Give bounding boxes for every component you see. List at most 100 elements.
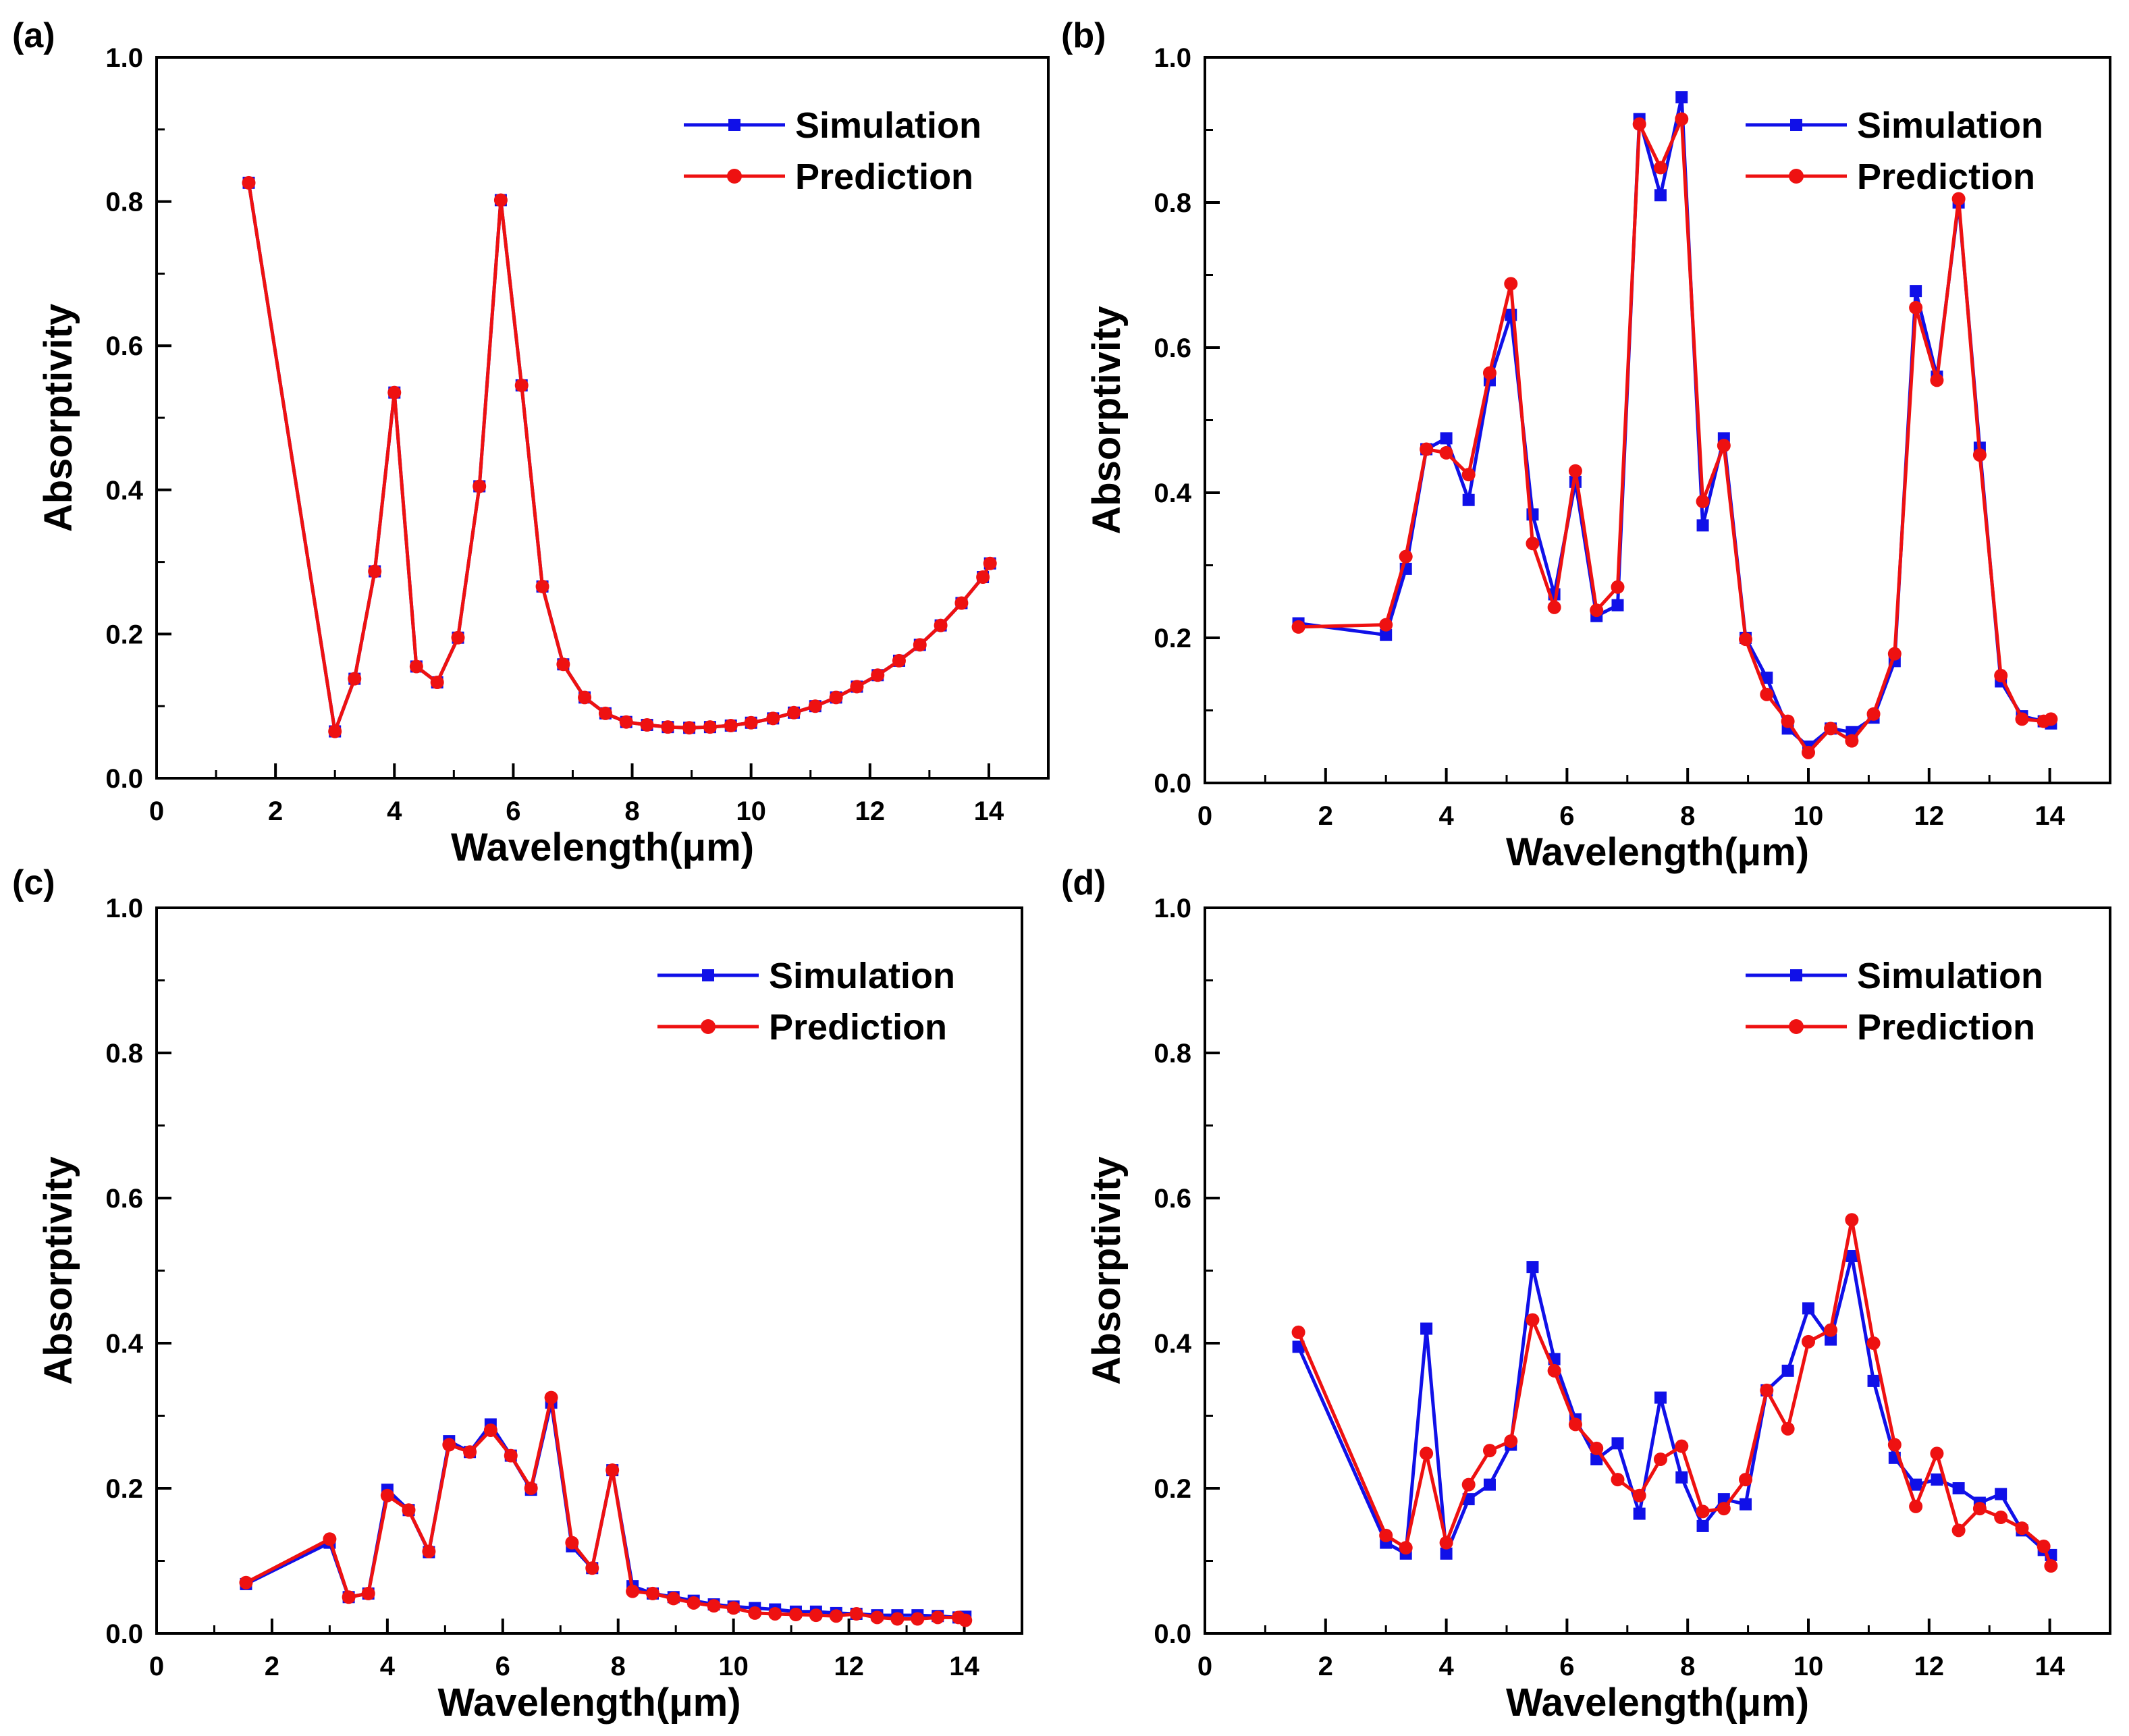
data-point <box>2037 1540 2051 1553</box>
chart-panel-1: (b) 0 2 4 6 8 10 12 14 0.0 0.2 0.4 0.6 0.8 1.0 Waveleng… <box>1061 16 2111 874</box>
y-tick-label: 1.0 <box>105 43 143 73</box>
x-tick-label: 4 <box>380 1652 396 1681</box>
x-axis-label: Wavelength(μm) <box>437 1681 740 1725</box>
data-point <box>1420 1322 1433 1335</box>
x-axis-label: Wavelength(μm) <box>451 825 754 869</box>
x-tick-label: 6 <box>495 1652 510 1681</box>
data-point <box>1440 432 1453 445</box>
data-point <box>514 378 529 392</box>
data-point <box>242 175 256 190</box>
data-point <box>1675 112 1689 126</box>
data-point <box>430 675 444 689</box>
y-tick-label: 0.4 <box>1154 479 1191 508</box>
data-point <box>1972 1502 1987 1516</box>
data-point <box>911 1612 925 1626</box>
data-point <box>1696 1519 1709 1532</box>
data-point <box>1781 1421 1795 1436</box>
data-point <box>1930 373 1944 387</box>
data-point <box>2015 712 2029 726</box>
data-point <box>1910 285 1922 298</box>
y-tick-label: 0.2 <box>105 1474 143 1504</box>
y-tick-label: 0.4 <box>1154 1329 1191 1359</box>
data-point <box>1504 1434 1518 1448</box>
data-point <box>829 1609 843 1623</box>
data-point <box>565 1536 579 1550</box>
data-point <box>239 1575 253 1590</box>
data-point <box>2044 1559 2058 1573</box>
data-point <box>598 706 612 720</box>
data-point <box>787 705 801 720</box>
x-tick-label: 14 <box>974 796 1004 826</box>
x-tick-label: 10 <box>1794 801 1824 831</box>
x-tick-label: 14 <box>949 1652 979 1681</box>
data-point <box>1420 442 1434 456</box>
y-tick-label: 0.0 <box>1154 1619 1191 1649</box>
data-point <box>1909 1499 1923 1513</box>
data-point <box>686 1596 701 1610</box>
data-point <box>1866 707 1881 721</box>
legend-marker <box>1789 1019 1804 1034</box>
data-point <box>1439 445 1453 460</box>
data-point <box>1994 668 2008 682</box>
data-point <box>976 570 990 585</box>
x-tick-label: 8 <box>611 1652 626 1681</box>
data-point <box>1995 1488 2007 1500</box>
data-point <box>707 1599 721 1613</box>
data-point <box>1887 647 1902 661</box>
data-point <box>1590 1441 1604 1455</box>
y-tick-label: 0.0 <box>1154 769 1191 798</box>
legend-marker <box>1790 969 1802 981</box>
data-point <box>1633 1507 1646 1520</box>
data-point <box>348 672 362 686</box>
data-point <box>1696 494 1710 508</box>
data-point <box>402 1503 416 1517</box>
data-point <box>1379 618 1393 632</box>
y-tick-label: 0.8 <box>1154 1039 1191 1068</box>
x-tick-label: 12 <box>1914 1652 1945 1681</box>
data-point <box>451 630 465 645</box>
data-point <box>1461 468 1476 482</box>
x-tick-label: 12 <box>834 1652 864 1681</box>
data-point <box>913 638 927 652</box>
y-axis-label: Absorptivity <box>1085 1156 1129 1384</box>
panel-letter: (d) <box>1061 863 1106 902</box>
data-point <box>661 720 675 734</box>
data-point <box>361 1586 375 1600</box>
series-line <box>1297 1218 2053 1567</box>
data-point <box>1802 745 1815 759</box>
data-point <box>422 1544 436 1558</box>
data-point <box>483 1423 497 1437</box>
y-tick-label: 0.2 <box>1154 1474 1191 1504</box>
data-point <box>808 699 822 713</box>
y-tick-label: 0.0 <box>105 1619 143 1649</box>
y-tick-label: 1.0 <box>1154 894 1191 923</box>
data-point <box>724 719 738 733</box>
legend-marker <box>1789 169 1804 184</box>
legend-item-prediction: Prediction <box>657 1007 947 1048</box>
x-tick-label: 0 <box>1197 1652 1212 1681</box>
series-prediction <box>242 175 997 738</box>
data-point <box>1931 1473 1943 1486</box>
data-point <box>934 618 948 632</box>
x-tick-label: 2 <box>265 1652 279 1681</box>
chart-panel-0: (a) 0 2 4 6 8 10 12 14 0.0 0.2 0.4 0.6 0.8 1.0 Waveleng… <box>12 16 1050 869</box>
y-tick-label: 0.4 <box>105 476 143 506</box>
data-point <box>1739 1473 1753 1487</box>
legend-marker <box>702 969 714 981</box>
data-point <box>1740 1498 1752 1511</box>
data-point <box>1547 1363 1561 1378</box>
legend-label: Prediction <box>1857 157 2035 197</box>
y-tick-label: 0.8 <box>105 1039 143 1068</box>
data-point <box>1439 1536 1453 1550</box>
data-point <box>1867 1374 1880 1387</box>
data-point <box>1399 1541 1413 1555</box>
y-axis-label: Absorptivity <box>1085 306 1129 534</box>
data-point <box>544 1390 558 1405</box>
data-point <box>1483 1478 1496 1491</box>
data-point <box>1654 189 1667 202</box>
y-axis-label: Absorptivity <box>36 304 80 532</box>
data-point <box>1675 1439 1689 1453</box>
data-point <box>1568 464 1582 478</box>
data-point <box>788 1608 803 1622</box>
